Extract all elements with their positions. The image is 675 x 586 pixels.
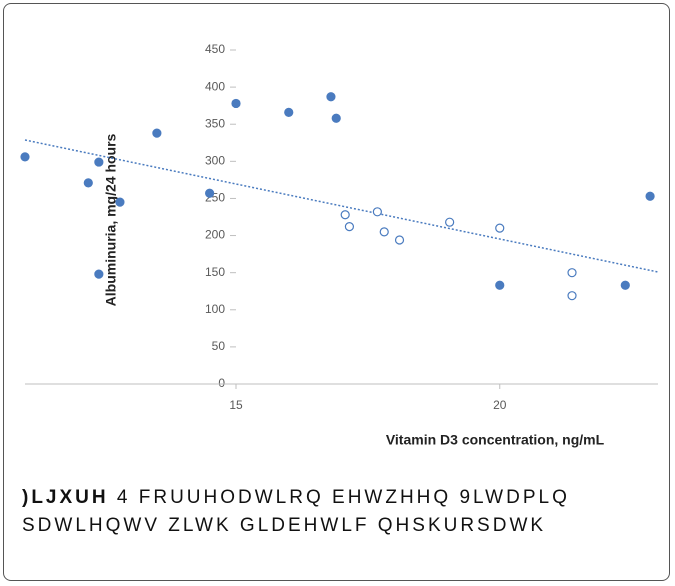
- data-point: [445, 217, 455, 227]
- data-point: [620, 280, 630, 290]
- data-point: [326, 92, 336, 102]
- data-point: [567, 268, 577, 278]
- data-point: [372, 207, 382, 217]
- data-point: [94, 157, 104, 167]
- x-tick-label: 20: [493, 398, 507, 412]
- data-point: [645, 191, 655, 201]
- data-point: [344, 222, 355, 232]
- data-point: [495, 280, 505, 290]
- data-point: [379, 227, 389, 237]
- x-tick-label: 15: [229, 398, 243, 412]
- data-point: [567, 291, 577, 301]
- y-tick-label: 450: [205, 42, 225, 56]
- chart: Vitamin D3 concentration, ng/mL Albuminu…: [20, 42, 659, 448]
- caption-text: 4 FRUUHODWLRQ EHWZHHQ 9LWDPLQ: [116, 487, 570, 508]
- data-point: [331, 113, 341, 123]
- data-point: [394, 235, 405, 245]
- x-axis-title: Vitamin D3 concentration, ng/mL: [386, 432, 605, 448]
- caption-line-1: )LJXUH 4 FRUUHODWLRQ EHWZHHQ 9LWDPLQ: [22, 487, 658, 509]
- data-point: [284, 107, 294, 117]
- figure-card: [3, 3, 670, 581]
- y-tick-label: 150: [205, 265, 225, 279]
- data-point: [205, 188, 215, 198]
- data-point: [152, 128, 162, 138]
- data-point: [83, 178, 93, 188]
- caption-label: )LJXUH: [22, 487, 109, 508]
- y-tick-label: 50: [212, 339, 226, 353]
- y-tick-label: 350: [205, 116, 225, 130]
- data-point: [94, 269, 104, 279]
- data-point: [231, 98, 241, 109]
- data-point: [340, 210, 350, 220]
- y-tick-label: 100: [205, 302, 225, 316]
- data-point: [495, 223, 505, 233]
- y-tick-label: 400: [205, 79, 225, 93]
- y-tick-label: 300: [205, 154, 225, 168]
- caption-line-2: SDWLHQWV ZLWK GLDEHWLF QHSKURSDWK: [22, 515, 547, 536]
- y-tick-label: 200: [205, 228, 225, 242]
- y-tick-label: 0: [218, 376, 225, 390]
- data-point: [115, 197, 125, 207]
- y-axis-title: Albuminuria, mg/24 hours: [103, 133, 119, 306]
- data-point: [20, 152, 30, 162]
